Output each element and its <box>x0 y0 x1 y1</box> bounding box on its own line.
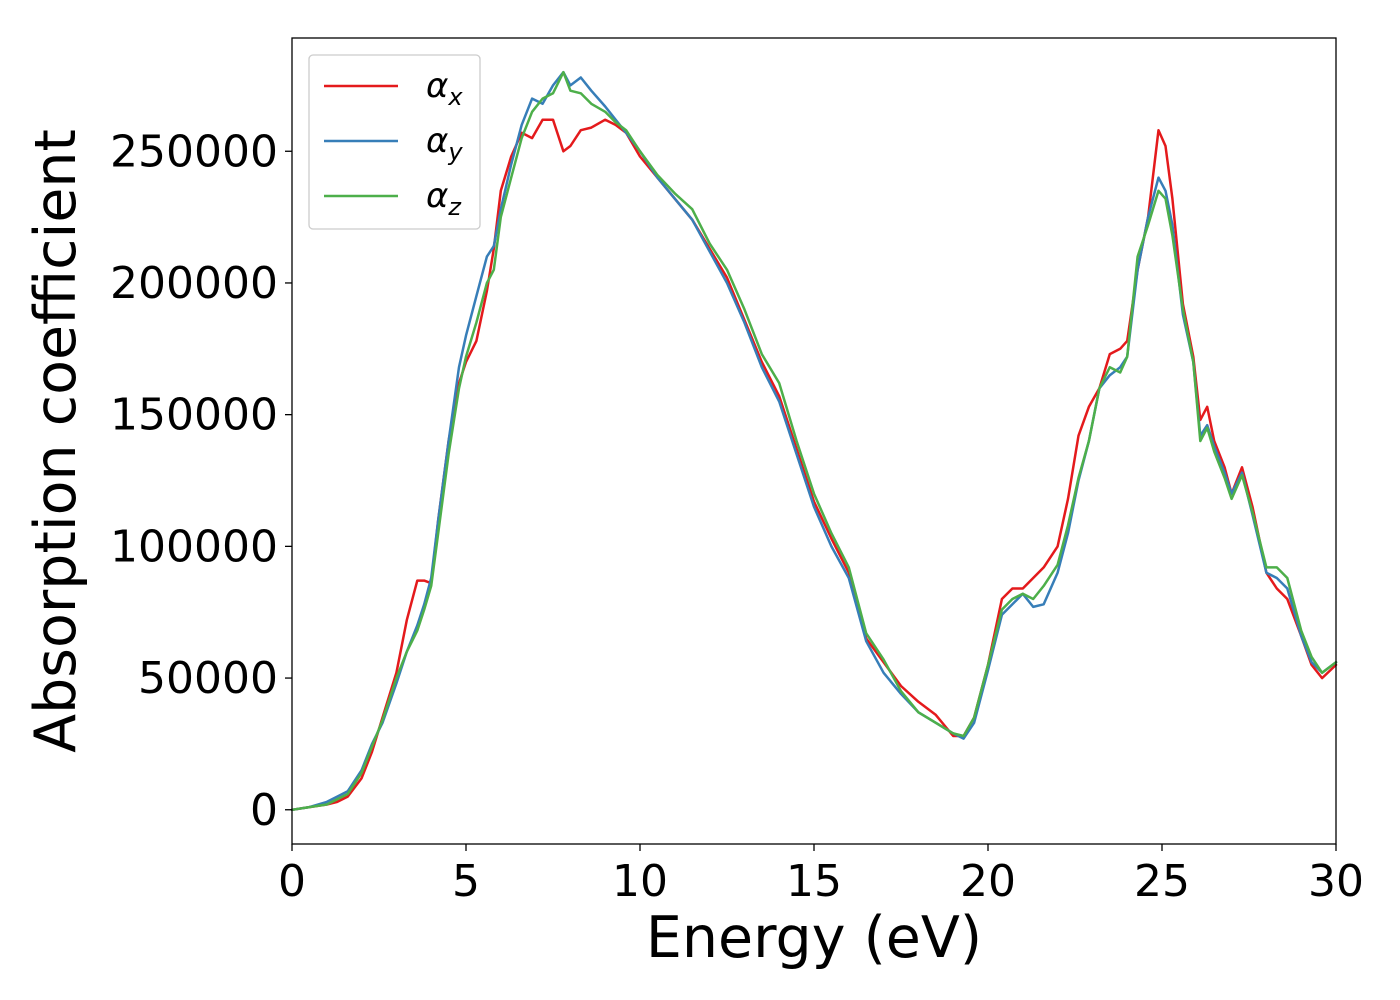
x-tick-label: 15 <box>786 856 842 907</box>
legend-subscript: z <box>447 193 462 221</box>
y-tick-label: 100000 <box>110 521 278 572</box>
x-tick-label: 10 <box>612 856 668 907</box>
x-tick-label: 30 <box>1308 856 1364 907</box>
x-tick-label: 5 <box>452 856 480 907</box>
series-layer <box>290 70 1338 812</box>
y-tick-label: 200000 <box>110 258 278 309</box>
x-tick-label: 25 <box>1134 856 1190 907</box>
legend-symbol: α <box>426 121 448 161</box>
series-line-z <box>290 70 1338 812</box>
legend-symbol: α <box>426 176 448 216</box>
y-axis-title: Absorption coefficient <box>23 129 89 753</box>
y-tick-label: 150000 <box>110 390 278 441</box>
legend-symbol: α <box>426 66 448 106</box>
y-tick-label: 0 <box>250 785 278 836</box>
x-axis: 0 5 10 15 20 25 30 <box>278 844 1364 907</box>
x-tick-label: 20 <box>960 856 1016 907</box>
legend-subscript: x <box>447 83 463 111</box>
y-tick-label: 50000 <box>138 653 278 704</box>
legend-label-x: αx <box>426 66 463 111</box>
legend-label-z: αz <box>426 176 462 221</box>
x-axis-title: Energy (eV) <box>646 905 982 971</box>
y-tick-label: 250000 <box>110 126 278 177</box>
legend-subscript: y <box>447 138 463 166</box>
y-axis: 0 50000 100000 150000 200000 250000 <box>110 126 292 836</box>
x-tick-label: 0 <box>278 856 306 907</box>
legend-label-y: αy <box>426 121 463 166</box>
